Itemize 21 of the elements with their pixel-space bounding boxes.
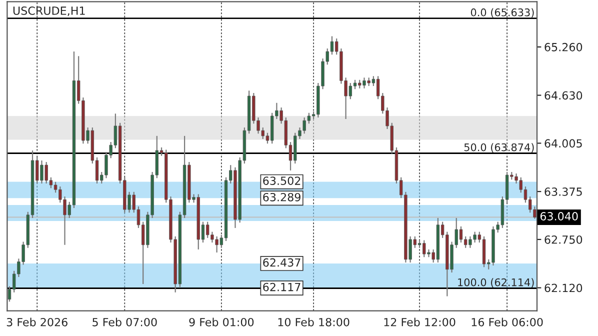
chart-title: USCRUDE,H1 xyxy=(13,6,85,16)
y-tick-label: 64.005 xyxy=(544,139,582,148)
x-tick-label: 3 Feb 2026 xyxy=(6,318,68,326)
ref-line-label: 100.0 (62.114) xyxy=(458,278,534,288)
annotation: 62.437 xyxy=(263,258,300,267)
y-tick-label: 65.260 xyxy=(544,42,582,52)
y-tick-label: 62.120 xyxy=(544,284,582,292)
annotation: 62.117 xyxy=(263,282,300,292)
x-tick-label: 16 Feb 06:00 xyxy=(472,318,543,326)
x-tick-label: 5 Feb 07:00 xyxy=(92,318,157,326)
x-tick-label: 10 Feb 18:00 xyxy=(278,318,350,326)
y-tick-label: 62.750 xyxy=(544,235,582,244)
ref-line-label: 0.0 (65.633) xyxy=(470,8,534,18)
x-tick-label: 9 Feb 01:00 xyxy=(189,318,254,326)
ref-line-label: 50.0 (63.874) xyxy=(464,143,534,152)
ref-line-label: 63.040 xyxy=(540,212,578,220)
annotation: 63.502 xyxy=(263,176,300,186)
x-tick-label: 12 Feb 12:00 xyxy=(384,318,456,326)
y-tick-label: 63.375 xyxy=(544,188,582,196)
y-tick-label: 64.630 xyxy=(544,91,582,100)
annotation: 63.289 xyxy=(263,192,300,202)
